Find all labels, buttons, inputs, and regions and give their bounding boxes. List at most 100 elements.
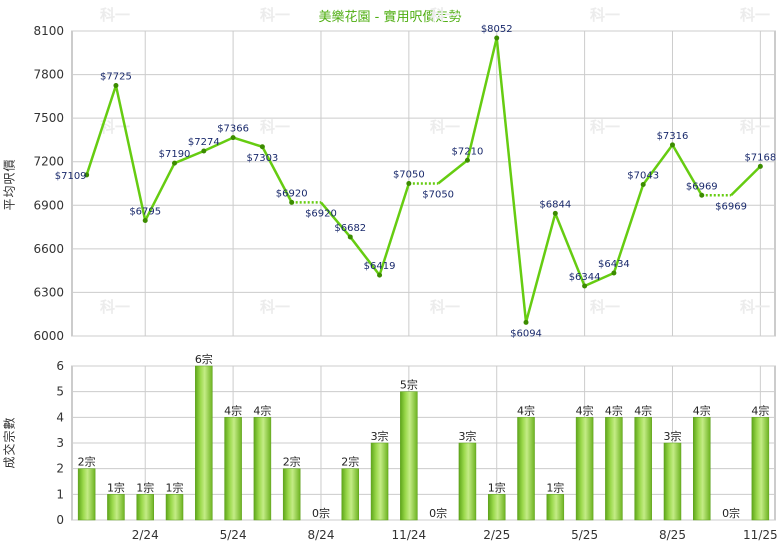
line-series-segment (144, 162, 176, 222)
bar (487, 494, 506, 521)
x-tick-label: 11/25 (743, 528, 778, 542)
line-data-label: $6094 (510, 328, 542, 339)
x-tick-label: 2/24 (132, 528, 159, 542)
line-data-label: $7316 (657, 131, 689, 142)
watermark-text: 科一 (260, 118, 290, 136)
bar (341, 468, 360, 521)
watermark-text: 科一 (740, 118, 770, 136)
bar (107, 494, 125, 521)
watermark-text: 科一 (100, 298, 130, 316)
line-data-label: $7366 (217, 124, 249, 135)
bar-data-label: 2宗 (283, 455, 301, 469)
bar (634, 417, 652, 521)
bar-data-label: 4宗 (634, 403, 652, 417)
bar (605, 417, 623, 521)
line-series-segment (642, 144, 674, 186)
bar-data-label: 3宗 (371, 429, 389, 443)
watermark-text: 科一 (430, 6, 460, 24)
line-point (377, 272, 383, 278)
line-data-label: $7168 (744, 152, 776, 163)
bar (575, 417, 594, 521)
line-point (172, 160, 178, 166)
line-series-segment (232, 136, 263, 148)
bar (224, 417, 242, 521)
line-data-label: $6969 (686, 181, 718, 192)
line-data-label: $7043 (627, 171, 659, 182)
bar-y-tick-label: 5 (56, 385, 64, 399)
line-data-label: $6344 (569, 272, 601, 283)
bar-data-label: 4宗 (605, 403, 623, 417)
bar-data-label: 1宗 (136, 480, 154, 494)
bar-data-label: 1宗 (166, 480, 184, 494)
bar-data-label: 4宗 (253, 403, 271, 417)
bar-data-label: 0宗 (429, 506, 447, 520)
watermark-text: 科一 (100, 6, 130, 24)
line-series-segment (378, 183, 411, 276)
line-y-tick-label: 7200 (33, 155, 64, 169)
line-y-tick-label: 7500 (33, 111, 64, 125)
x-tick-label: 2/25 (483, 528, 510, 542)
line-data-label: $6969 (715, 201, 747, 212)
line-y-tick-label: 8100 (33, 24, 64, 38)
watermark-text: 科一 (430, 298, 460, 316)
bar-data-label: 4宗 (576, 403, 594, 417)
line-point (84, 172, 90, 178)
chart-title: 美樂花園 - 實用呎價走勢 (318, 10, 462, 25)
bar-y-tick-label: 4 (56, 410, 64, 424)
line-series-segment (437, 159, 469, 185)
bar-data-label: 4宗 (517, 403, 535, 417)
line-point (113, 82, 119, 88)
bar-y-tick-label: 0 (56, 513, 64, 527)
line-data-label: $7109 (55, 171, 87, 182)
line-point (289, 199, 295, 205)
line-series-segment (612, 184, 645, 274)
line-point (582, 283, 588, 289)
bar (751, 417, 770, 521)
bar-data-label: 2宗 (78, 455, 96, 469)
watermark-text: 科一 (100, 118, 130, 136)
line-data-label: $7050 (393, 170, 425, 181)
bar-data-label: 2宗 (341, 455, 359, 469)
line-point (611, 270, 617, 276)
bar (400, 391, 418, 521)
line-point (757, 163, 763, 169)
bar (195, 365, 213, 521)
watermark-text: 科一 (260, 6, 290, 24)
bar-y-tick-label: 1 (56, 487, 64, 501)
watermark-text: 科一 (590, 118, 620, 136)
bar (282, 468, 301, 521)
bar-data-label: 4宗 (224, 403, 242, 417)
bar (663, 442, 682, 521)
line-series-segment (320, 201, 352, 238)
line-series-segment (203, 136, 234, 153)
x-tick-label: 5/25 (571, 528, 598, 542)
watermark-text: 科一 (740, 298, 770, 316)
line-data-label: $7725 (100, 71, 132, 82)
bar-y-tick-label: 2 (56, 462, 64, 476)
bar-y-tick-label: 3 (56, 436, 64, 450)
line-point (699, 192, 705, 198)
line-data-label: $6419 (364, 261, 396, 272)
line-point (347, 234, 353, 240)
line-point (552, 210, 558, 216)
bar-data-label: 0宗 (722, 506, 740, 520)
line-y-tick-label: 6600 (33, 242, 64, 256)
line-series-segment (584, 271, 615, 288)
line-data-label: $8052 (481, 24, 513, 35)
line-point (640, 182, 646, 188)
bar (370, 442, 389, 521)
bar-data-label: 5宗 (400, 378, 418, 392)
watermark-text: 科一 (430, 118, 460, 136)
line-series-segment (495, 37, 528, 323)
line-data-label: $7190 (159, 149, 191, 160)
watermark-text: 科一 (590, 6, 620, 24)
bar-data-label: 1宗 (546, 480, 564, 494)
line-point (669, 142, 675, 148)
line-series-segment (524, 213, 557, 323)
bar-data-label: 1宗 (488, 480, 506, 494)
bar (517, 417, 535, 521)
line-y-tick-label: 6000 (33, 329, 64, 343)
line-point (259, 144, 265, 150)
line-series-segment (554, 212, 586, 287)
